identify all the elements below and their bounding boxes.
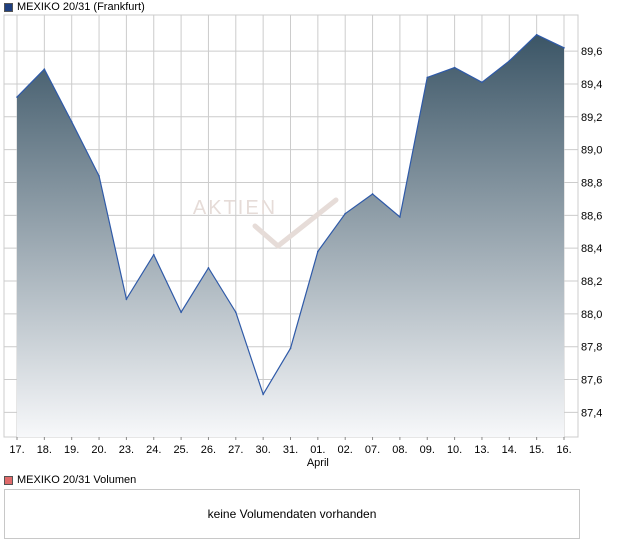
- x-sublabel: April: [307, 457, 329, 469]
- price-point: [426, 76, 429, 79]
- watermark-check-icon: [252, 197, 339, 249]
- x-tick-label: 10.: [447, 444, 462, 456]
- price-point: [43, 68, 46, 70]
- volume-legend: MEXIKO 20/31 Volumen: [4, 473, 136, 487]
- y-tick-label: 87,4: [581, 407, 602, 419]
- price-area: [17, 34, 564, 437]
- watermark-text: AKTIEN: [193, 197, 277, 219]
- price-point: [262, 393, 264, 396]
- x-tick-label: 25.: [173, 444, 188, 456]
- x-tick-label: 20.: [91, 444, 106, 456]
- price-point: [317, 250, 319, 253]
- price-point: [70, 120, 73, 123]
- price-point: [289, 347, 292, 350]
- x-tick-label: 16.: [556, 444, 571, 456]
- x-tick-label: 14.: [502, 444, 517, 456]
- x-tick-label: 17.: [9, 444, 24, 456]
- y-tick-label: 89,0: [581, 145, 602, 157]
- y-tick-label: 89,2: [581, 112, 602, 124]
- y-tick-label: 87,8: [581, 342, 602, 354]
- x-tick-label: 13.: [474, 444, 489, 456]
- price-point: [371, 193, 374, 195]
- price-chart: 87,4 87,6 87,8 88,0 88,2 88,4 88,6 88,8 89,0 89,2…: [3, 14, 602, 469]
- x-tick-label: 19.: [64, 444, 79, 456]
- x-tick-label: 18.: [37, 444, 52, 456]
- price-point: [98, 175, 100, 177]
- volume-legend-label: MEXIKO 20/31 Volumen: [17, 474, 137, 486]
- price-point: [399, 216, 401, 218]
- x-tick-label: 31.: [283, 444, 298, 456]
- x-tick-label: 15.: [529, 444, 544, 456]
- x-tick-label: 01.: [310, 444, 325, 456]
- y-tick-label: 88,0: [581, 309, 602, 321]
- price-legend: MEXIKO 20/31 (Frankfurt): [4, 0, 145, 14]
- x-tick-label: 24.: [146, 444, 161, 456]
- price-point: [125, 298, 128, 300]
- x-tick-label: 02.: [338, 444, 353, 456]
- y-tick-label: 89,6: [581, 46, 602, 58]
- price-point: [16, 96, 18, 98]
- x-tick-label: 30.: [256, 444, 271, 456]
- y-tick-label: 88,4: [581, 243, 602, 255]
- volume-empty-message: keine Volumendaten vorhanden: [207, 507, 377, 521]
- x-tick-label: 07.: [365, 444, 380, 456]
- price-point: [563, 47, 565, 49]
- volume-legend-swatch: [4, 475, 13, 485]
- price-point: [152, 253, 155, 256]
- y-tick-label: 87,6: [581, 375, 602, 387]
- x-tick-label: 27.: [228, 444, 243, 456]
- price-point: [508, 60, 511, 62]
- price-point: [235, 311, 237, 314]
- x-tick-label: 09.: [420, 444, 435, 456]
- price-point: [207, 267, 210, 269]
- price-point: [453, 66, 456, 69]
- x-tick-label: 26.: [201, 444, 216, 456]
- y-tick-label: 88,2: [581, 276, 602, 288]
- y-tick-label: 88,6: [581, 210, 602, 222]
- y-tick-label: 88,8: [581, 177, 602, 189]
- x-tick-label: 23.: [119, 444, 134, 456]
- price-point: [535, 33, 538, 36]
- price-point: [481, 81, 483, 84]
- price-point: [344, 212, 347, 215]
- volume-panel: keine Volumendaten vorhanden: [4, 489, 580, 539]
- x-tick-label: 08.: [392, 444, 407, 456]
- price-legend-swatch: [4, 2, 13, 12]
- price-legend-label: MEXIKO 20/31 (Frankfurt): [17, 1, 145, 13]
- y-tick-label: 89,4: [581, 79, 602, 91]
- price-point: [180, 311, 182, 314]
